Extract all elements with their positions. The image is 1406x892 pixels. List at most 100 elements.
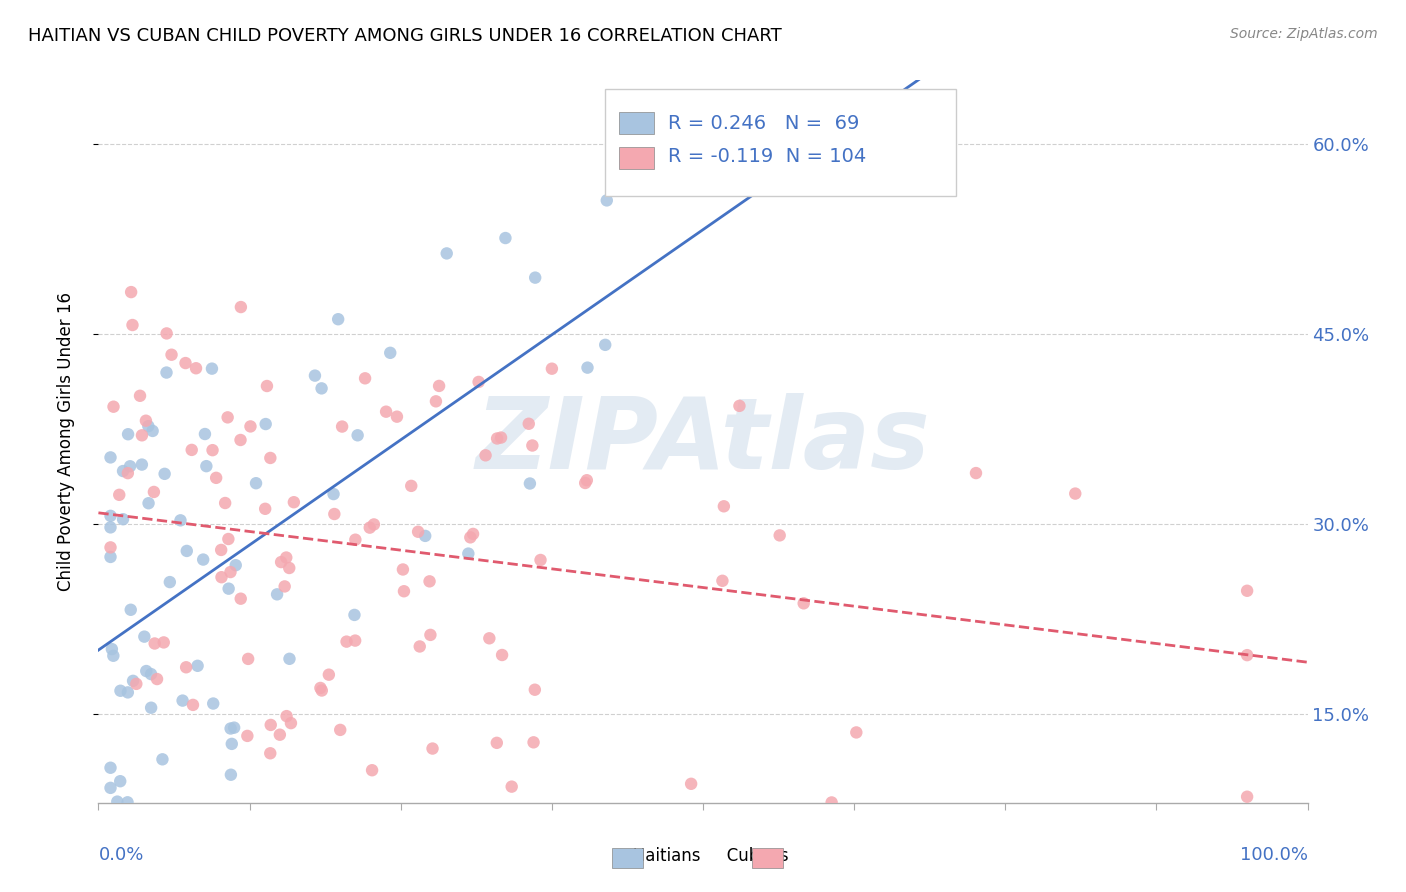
Point bbox=[793, 596, 815, 610]
Point bbox=[409, 640, 432, 654]
Point bbox=[541, 361, 564, 376]
Point bbox=[146, 672, 169, 686]
Point bbox=[474, 448, 496, 462]
Point bbox=[217, 410, 239, 425]
Point bbox=[211, 570, 233, 584]
Point bbox=[343, 607, 366, 622]
Point bbox=[103, 400, 125, 414]
Point bbox=[375, 405, 398, 419]
Point bbox=[522, 735, 544, 749]
Text: ZIPAtlas: ZIPAtlas bbox=[475, 393, 931, 490]
Point bbox=[425, 394, 447, 409]
Y-axis label: Child Poverty Among Girls Under 16: Child Poverty Among Girls Under 16 bbox=[56, 292, 75, 591]
Point bbox=[101, 642, 124, 657]
Point bbox=[143, 636, 166, 650]
Point bbox=[138, 419, 160, 434]
Point bbox=[219, 722, 242, 736]
Point bbox=[117, 795, 139, 809]
Point bbox=[461, 527, 484, 541]
Point bbox=[419, 628, 441, 642]
Point bbox=[229, 300, 252, 314]
Point bbox=[142, 485, 165, 500]
Point bbox=[219, 565, 242, 579]
Point bbox=[134, 630, 156, 644]
Point bbox=[100, 780, 122, 795]
Point bbox=[254, 501, 277, 516]
Point bbox=[236, 652, 259, 666]
Point bbox=[117, 427, 139, 442]
Point bbox=[114, 811, 136, 825]
Point bbox=[129, 389, 152, 403]
Point bbox=[214, 496, 236, 510]
Point bbox=[820, 796, 842, 810]
Point bbox=[392, 562, 415, 576]
Point bbox=[478, 632, 501, 646]
Point bbox=[139, 667, 162, 681]
Point bbox=[344, 633, 367, 648]
Text: Haitians     Cubans: Haitians Cubans bbox=[617, 847, 789, 865]
Point bbox=[236, 729, 259, 743]
Point bbox=[239, 419, 262, 434]
Point bbox=[965, 466, 987, 480]
Point bbox=[201, 443, 224, 458]
Point bbox=[457, 547, 479, 561]
Point bbox=[522, 438, 544, 452]
Point bbox=[224, 721, 246, 735]
Point bbox=[489, 431, 512, 445]
Point bbox=[256, 379, 278, 393]
Point bbox=[330, 419, 353, 434]
Point bbox=[328, 312, 350, 326]
Point bbox=[574, 475, 596, 490]
Point bbox=[283, 495, 305, 509]
Point bbox=[120, 459, 142, 474]
Point bbox=[491, 648, 513, 662]
Point bbox=[152, 752, 174, 766]
Point bbox=[172, 693, 194, 707]
Point bbox=[131, 428, 153, 442]
Point bbox=[304, 368, 326, 383]
Point bbox=[138, 496, 160, 510]
Point bbox=[413, 529, 436, 543]
Point bbox=[485, 736, 508, 750]
Point bbox=[1236, 648, 1258, 662]
Point bbox=[187, 658, 209, 673]
Point bbox=[245, 476, 267, 491]
Point bbox=[110, 774, 132, 789]
Point bbox=[259, 450, 281, 465]
Point bbox=[436, 246, 458, 260]
Point bbox=[427, 379, 450, 393]
Point bbox=[406, 524, 429, 539]
Point bbox=[1064, 486, 1087, 500]
Point bbox=[278, 561, 301, 575]
Point bbox=[361, 763, 384, 777]
Text: Source: ZipAtlas.com: Source: ZipAtlas.com bbox=[1230, 27, 1378, 41]
Point bbox=[344, 533, 367, 547]
Point bbox=[322, 487, 344, 501]
Point bbox=[153, 467, 176, 481]
Point bbox=[160, 348, 183, 362]
Point bbox=[278, 652, 301, 666]
Point bbox=[517, 417, 540, 431]
Text: 100.0%: 100.0% bbox=[1240, 847, 1308, 864]
Point bbox=[1236, 583, 1258, 598]
Point bbox=[181, 698, 204, 712]
Point bbox=[100, 761, 122, 775]
Point bbox=[156, 326, 179, 341]
Point bbox=[254, 417, 277, 431]
Point bbox=[318, 667, 340, 681]
Point bbox=[108, 488, 131, 502]
Point bbox=[359, 521, 381, 535]
Point bbox=[273, 579, 295, 593]
Point bbox=[194, 427, 217, 442]
Point bbox=[174, 660, 197, 674]
Point bbox=[221, 737, 243, 751]
Point bbox=[142, 424, 165, 438]
Point bbox=[184, 361, 207, 376]
Point bbox=[193, 552, 215, 566]
Point bbox=[120, 603, 142, 617]
Point bbox=[311, 381, 333, 395]
Point bbox=[845, 725, 868, 739]
Point bbox=[159, 575, 181, 590]
Point bbox=[117, 685, 139, 699]
Point bbox=[486, 432, 509, 446]
